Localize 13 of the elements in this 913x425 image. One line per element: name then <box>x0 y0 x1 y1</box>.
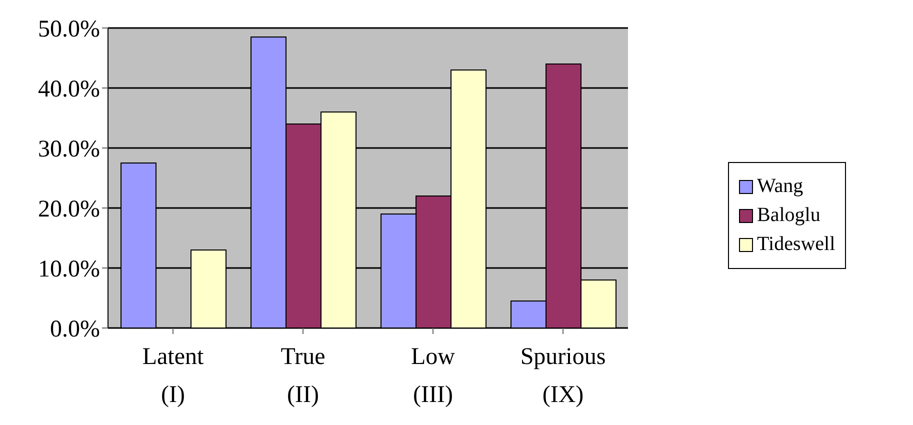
x-tick-label: Low (III) <box>411 344 456 408</box>
x-tick-label: True (II) <box>280 344 326 408</box>
x-tick-label: Latent (I) <box>142 344 204 408</box>
y-tick-label: 50.0% <box>38 16 100 43</box>
y-tick-label: 10.0% <box>38 256 100 283</box>
x-tick-label: Spurious (IX) <box>520 344 606 408</box>
y-tick-label: 20.0% <box>38 196 100 223</box>
y-tick-label: 30.0% <box>38 136 100 163</box>
y-tick-label: 0.0% <box>50 316 100 343</box>
legend-label: Tideswell <box>757 233 836 256</box>
y-tick-label: 40.0% <box>38 76 100 103</box>
legend-label: Baloglu <box>757 204 820 227</box>
legend-label: Wang <box>757 175 804 198</box>
